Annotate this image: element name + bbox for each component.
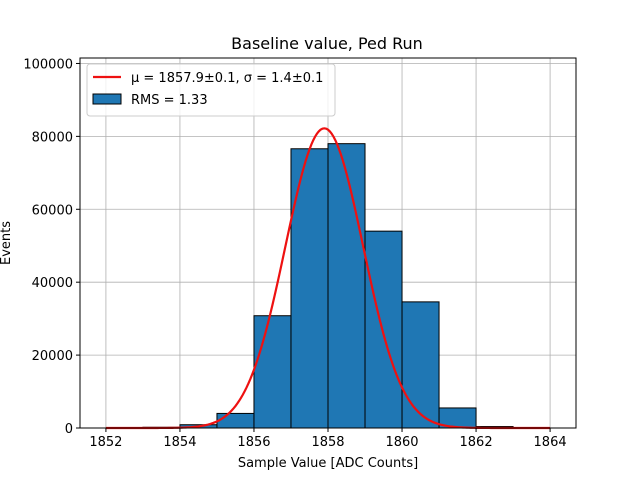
x-tick-label-2: 1856 xyxy=(237,435,270,450)
x-axis-ticks: 1852 1854 1856 1858 1860 1862 1864 xyxy=(89,428,567,450)
histogram-bar-7 xyxy=(364,230,403,429)
legend: μ = 1857.9±0.1, σ = 1.4±0.1 RMS = 1.33 xyxy=(86,63,336,117)
histogram-bar-3 xyxy=(216,412,255,429)
legend-box xyxy=(86,63,336,117)
histogram-bar-8 xyxy=(401,301,440,429)
y-tick-label-0: 0 xyxy=(65,422,73,437)
x-axis-label: Sample Value [ADC Counts] xyxy=(238,456,418,471)
legend-histogram-label: RMS = 1.33 xyxy=(131,93,208,108)
x-tick-label-4: 1860 xyxy=(385,435,418,450)
histogram-bar-4 xyxy=(253,315,292,429)
x-tick-label-3: 1858 xyxy=(311,435,344,450)
histogram-bar-5 xyxy=(290,148,329,429)
y-tick-label-2: 40000 xyxy=(32,276,73,291)
x-tick-label-5: 1862 xyxy=(460,435,493,450)
x-tick-label-6: 1864 xyxy=(534,435,567,450)
histogram-bar-6 xyxy=(327,143,366,429)
y-tick-label-3: 60000 xyxy=(32,203,73,218)
y-tick-label-4: 80000 xyxy=(32,130,73,145)
y-axis-ticks: 0 20000 40000 60000 80000 100000 xyxy=(23,57,80,437)
chart-title: Baseline value, Ped Run xyxy=(231,34,423,53)
histogram-bars xyxy=(142,143,514,429)
y-tick-label-1: 20000 xyxy=(32,349,73,364)
x-tick-label-1: 1854 xyxy=(163,435,196,450)
legend-fit-label: μ = 1857.9±0.1, σ = 1.4±0.1 xyxy=(131,71,323,86)
x-tick-label-0: 1852 xyxy=(89,435,122,450)
y-axis-label: Events xyxy=(0,221,14,265)
legend-histogram-swatch xyxy=(92,93,122,105)
y-tick-label-5: 100000 xyxy=(23,57,73,72)
